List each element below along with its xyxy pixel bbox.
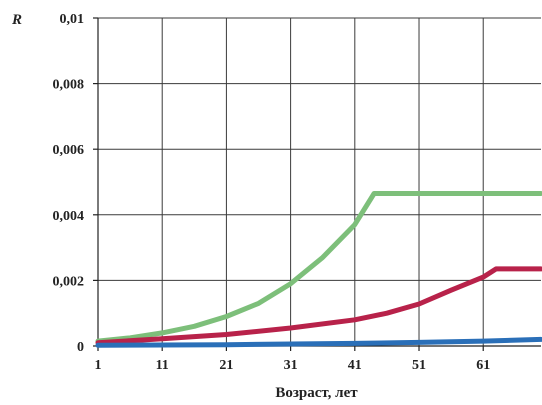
series-line-1 [98,194,541,342]
x-tick-label: 11 [156,358,169,373]
x-tick-label: 1 [95,358,102,373]
x-tick-label: 61 [476,358,490,373]
grid [98,18,541,346]
x-tick-label: 31 [284,358,298,373]
x-tick-label: 51 [412,358,426,373]
y-tick-label: 0,006 [53,143,85,158]
y-tick-label: 0 [77,340,84,355]
x-axis-title: Возраст, лет [275,385,358,401]
y-tick-label: 0,004 [53,209,85,224]
y-tick-label: 0,01 [60,12,85,27]
y-tick-label: 0,002 [53,274,85,289]
x-tick-label: 41 [348,358,362,373]
x-tick-label: 21 [219,358,233,373]
series-group [98,194,541,346]
y-tick-label: 0,008 [53,78,85,93]
axes [93,18,541,351]
y-axis-title: R [11,12,22,28]
